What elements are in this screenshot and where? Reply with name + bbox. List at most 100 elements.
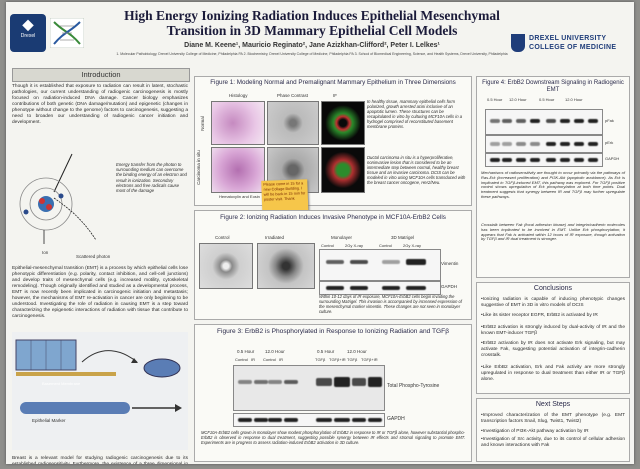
fig2-vimentin-blot — [319, 249, 441, 281]
emt-diagram — [12, 332, 188, 450]
figure-2-panel: Figure 2: Ionizing Radiation Induces Inv… — [194, 210, 472, 320]
fig3-lane-5: TGFβ — [315, 357, 326, 362]
fig2-lane-2: 2Gy X-ray — [345, 243, 364, 248]
epithelial-marker-label: Epithelial Marker — [32, 418, 66, 423]
next-steps-panel: Next Steps •Improved characterization of… — [476, 398, 630, 462]
fig3-time-1: 0.5 Hour — [237, 349, 255, 354]
if-carcinoma-image — [321, 147, 365, 193]
incoming-photon-line — [53, 153, 73, 193]
conclusion-item-5: •Like ErbB2 activation, Erk and Fak acti… — [481, 365, 625, 382]
poster-title: High Energy Ionizing Radiation Induces E… — [106, 8, 518, 38]
fig4-text-1: Mechanisms of radiosensitivity are thoug… — [481, 170, 625, 199]
figure-1-title: Figure 1: Modeling Normal and Premaligna… — [210, 79, 456, 86]
fig2-lane-3: Control — [379, 243, 392, 248]
college-logo-line-1: DREXEL UNIVERSITY — [529, 35, 607, 42]
fig4-gapdh-blot — [485, 153, 603, 167]
fig3-time-2: 12.0 Hour — [265, 349, 285, 354]
title-line-2: Transition in 3D Mammary Epithelial Cell… — [166, 23, 458, 38]
fig4-text-2: Crosstalk between Fak (focal adhesion ki… — [481, 222, 625, 242]
fig2-monolayer-header: Monolayer — [331, 235, 353, 240]
fig2-irradiated-image — [257, 243, 315, 289]
fig1-row-carcinoma: Carcinoma in situ — [195, 150, 201, 185]
fig1-stain-label: Hematoxylin and Eosin — [219, 194, 260, 199]
intro-paragraph-2: Epithelial-mesenchymal transition (EMT) … — [12, 266, 188, 319]
fig3-lane-3: Control — [263, 357, 276, 362]
fig2-lane-4: 2Gy X-ray — [403, 243, 422, 248]
fig4-gapdh-label: GAPDH — [605, 156, 620, 161]
fig4-perk-blot — [485, 135, 603, 153]
drexel-logo: ◆ Drexel — [10, 14, 46, 52]
next-step-item-1: •Improved characterization of the EMT ph… — [481, 413, 625, 424]
histology-normal-image — [211, 101, 265, 145]
scattered-photon-label: Scattered photon — [76, 254, 111, 259]
drexel-mark-icon: ◆ — [22, 16, 34, 32]
fig3-gapdh-label: GAPDH — [387, 416, 405, 422]
fig3-caption: MCF10A-ErbB2 cells grown in monolayer sh… — [201, 430, 465, 445]
fig4-time-1: 0.5 Hour — [487, 97, 503, 102]
poster: ◆ Drexel High Energy Ionizing Radiation … — [6, 2, 634, 464]
fig4-time-4: 12.0 Hour — [565, 97, 583, 102]
fig2-gapdh-blot — [319, 281, 441, 295]
fig2-control-image — [199, 243, 253, 289]
fig4-pfak-label: pFak — [605, 118, 614, 123]
figure-4-panel: Figure 4: ErbB2 Downstream Signaling in … — [476, 76, 630, 278]
phase-normal-image — [267, 101, 319, 145]
shield-icon — [511, 34, 525, 52]
fig3-lane-6: TGFβ+IR — [329, 357, 346, 362]
drexel-logo-text: Drexel — [20, 33, 36, 39]
fig4-perk-label: pErk — [605, 140, 614, 145]
fig3-lane-8: TGFβ+IR — [361, 357, 378, 362]
fig2-gapdh-label: GAPDH — [441, 284, 458, 289]
fig4-time-3: 0.5 Hour — [539, 97, 555, 102]
fig1-text-normal: In healthy tissue, mammary epithelial ce… — [367, 99, 463, 129]
title-line-1: High Energy Ionizing Radiation Induces E… — [124, 8, 500, 23]
conclusions-heading: Conclusions — [533, 285, 573, 292]
drexel-college-logo: DREXEL UNIVERSITY COLLEGE OF MEDICINE — [511, 34, 631, 56]
ionization-caption: Energy transfer from the photon to surro… — [116, 162, 187, 194]
fig1-row-normal: Normal — [199, 116, 205, 131]
figure-4-title: Figure 4: ErbB2 Downstream Signaling in … — [482, 80, 624, 93]
conclusion-item-1: •Ionizing radiation is capable of induci… — [481, 297, 625, 308]
fig3-time-3: 0.5 Hour — [317, 349, 335, 354]
fig3-lane-2: IR — [251, 357, 255, 362]
fig3-lane-4: IR — [279, 357, 283, 362]
figure-1-panel: Figure 1: Modeling Normal and Premaligna… — [194, 76, 472, 206]
conclusions-panel: Conclusions •Ionizing radiation is capab… — [476, 282, 630, 394]
fig1-col-histology: Histology — [229, 93, 248, 98]
fig2-3d-header: 3D Matrigel — [391, 235, 415, 240]
fig1-col-if: IF — [333, 93, 337, 98]
fig2-caption: Within 10-12 days of IR exposure, MCF10A… — [319, 294, 462, 314]
figure-2-title: Figure 2: Ionizing Radiation Induces Inv… — [220, 214, 446, 221]
figure-3-panel: Figure 3: ErbB2 is Phosphorylated in Res… — [194, 324, 472, 462]
fig4-pfak-blot — [485, 109, 603, 135]
authors: Diane M. Keene¹, Mauricio Reginato², Jan… — [184, 42, 440, 49]
ion-label: Ion — [42, 250, 49, 255]
fig2-irradiated-label: Irradiated — [265, 235, 285, 240]
college-logo-line-2: COLLEGE OF MEDICINE — [529, 44, 617, 51]
introduction-column: Introduction Though it is established th… — [12, 68, 190, 464]
dna-logo-icon — [50, 18, 84, 48]
basement-membrane-label: Basement Membrane — [42, 381, 81, 386]
fig3-time-4: 12.0 Hour — [347, 349, 367, 354]
fig2-lane-1: Control — [321, 243, 334, 248]
next-step-item-3: •Investigation of Src activity, due to i… — [481, 437, 625, 448]
poster-header: ◆ Drexel High Energy Ionizing Radiation … — [6, 2, 634, 62]
conclusion-item-4: •ErbB2 activation by IR does not activat… — [481, 341, 625, 358]
introduction-heading-box: Introduction — [12, 68, 190, 82]
conclusion-item-2: •Like its sister receptor EGFR, ErbB2 is… — [481, 313, 598, 318]
affiliations: 1. Molecular Pathobiology, Drexel Univer… — [116, 52, 508, 56]
figure-3-title: Figure 3: ErbB2 is Phosphorylated in Res… — [216, 328, 450, 335]
fig3-lane-1: Control — [235, 357, 248, 362]
introduction-heading: Introduction — [81, 70, 121, 79]
fig3-phospho-blot — [233, 365, 385, 411]
intro-paragraph-3: Breast is a relevant model for studying … — [12, 456, 188, 464]
next-steps-heading: Next Steps — [535, 401, 571, 408]
histology-carcinoma-image — [211, 147, 265, 193]
fig3-lane-7: TGFβ — [347, 357, 358, 362]
fig2-vimentin-label: Vimentin — [441, 261, 459, 266]
atom-ionization-figure — [19, 153, 97, 244]
fig4-time-2: 12.0 Hour — [509, 97, 527, 102]
fig1-text-dcis: Ductal carcinoma in situ is a hyperproli… — [367, 155, 466, 185]
fig3-phospho-label: Total Phospho-Tyrosine — [387, 383, 440, 389]
intro-paragraph-1: Though it is established that exposure t… — [12, 84, 188, 125]
